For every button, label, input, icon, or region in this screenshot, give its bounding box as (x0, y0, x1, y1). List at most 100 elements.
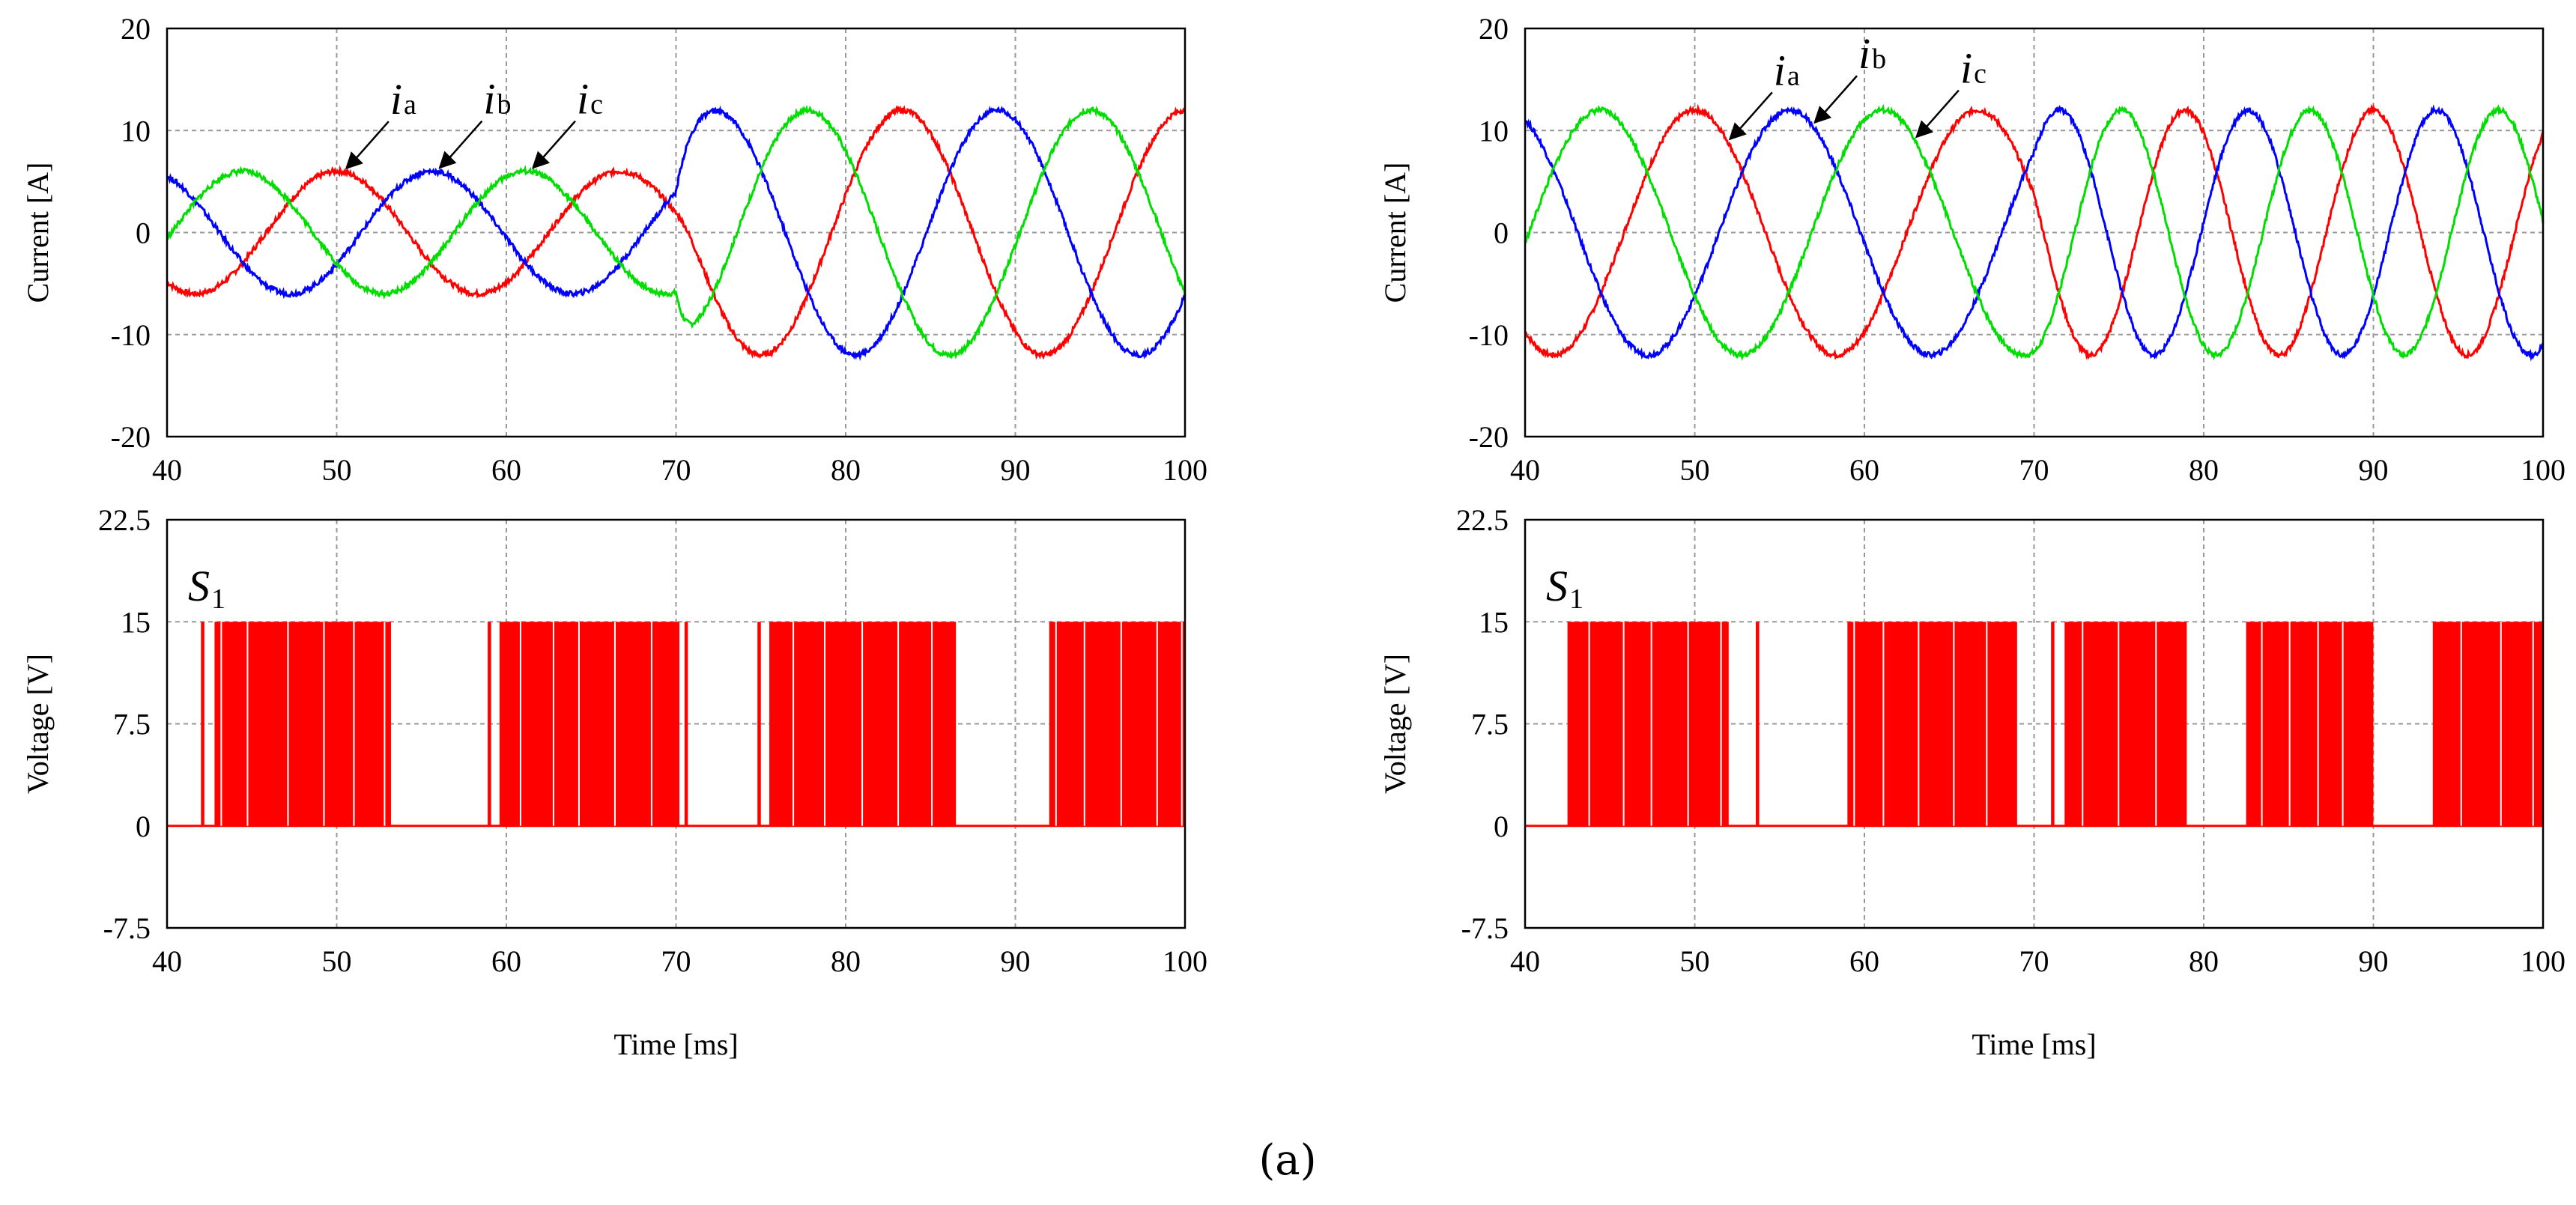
switch-burst (1049, 622, 1185, 826)
y-tick-label: 7.5 (1471, 708, 1509, 741)
annotation-arrow-line (540, 120, 576, 161)
annotation-arrowhead (531, 151, 550, 169)
x-tick-label: 50 (1680, 944, 1710, 978)
switch-gap (323, 622, 325, 826)
x-tick-label: 60 (1849, 944, 1879, 978)
y-tick-label: 10 (121, 114, 151, 148)
switch-gap (1588, 622, 1590, 826)
y-tick-label: 0 (1494, 810, 1509, 843)
x-tick-label: 90 (2359, 944, 2389, 978)
panel-right-switch: 40 50 60 70 80 90 100 22.5 15 7.5 0 -7.5 Voltage [V]… (1378, 503, 2566, 1061)
x-tick-label: 70 (661, 944, 691, 978)
x-tick-label: 60 (1849, 453, 1879, 487)
y-axis-label: Voltage [V] (1378, 654, 1412, 794)
switch-burst (1567, 622, 1729, 826)
x-tick-label: 80 (831, 944, 861, 978)
switch-gap (2155, 622, 2157, 826)
annotation-arrowhead (1813, 106, 1832, 124)
y-tick-label: -10 (111, 318, 151, 352)
annotation-arrow-line (353, 121, 390, 162)
x-tick-label: 90 (1001, 944, 1031, 978)
switch-gap (519, 622, 521, 826)
switch-gap (2082, 622, 2084, 826)
y-tick-label: -7.5 (1461, 911, 1509, 945)
y-tick-label: 15 (121, 605, 151, 639)
x-tick-label: 50 (322, 453, 352, 487)
y-tick-label: 0 (136, 216, 151, 250)
switch-gap (1622, 622, 1625, 826)
switch-gap (1083, 622, 1085, 826)
switch-gap (650, 622, 652, 826)
x-tick-label: 60 (491, 944, 521, 978)
switch-gap (2342, 622, 2344, 826)
switch-gap (1156, 622, 1158, 826)
switch-burst (684, 622, 688, 826)
switch-burst (499, 622, 680, 826)
switch-gap (2317, 622, 2319, 826)
switch-label: S1 (188, 562, 225, 615)
plot-frame (166, 27, 1187, 438)
switch-burst (1847, 622, 2017, 826)
y-tick-label: -7.5 (103, 911, 151, 945)
annotation-arrow-line (1736, 91, 1773, 133)
switch-gap (861, 622, 864, 826)
switch-gap (2288, 622, 2291, 826)
switch-burst (1756, 622, 1760, 826)
series-ic-annotation: ic (577, 75, 603, 124)
annotation-arrow-line (1924, 89, 1960, 130)
switch-gap (353, 622, 355, 826)
switch-label: S1 (1546, 562, 1584, 615)
switch-gap (1687, 622, 1689, 826)
plot-frame (166, 518, 1187, 929)
switch-burst (2051, 622, 2055, 826)
y-tick-label: 0 (1494, 216, 1509, 250)
switch-gap (1882, 622, 1885, 826)
switch-gap (2118, 622, 2120, 826)
switch-gap (2532, 622, 2534, 826)
y-tick-label: -20 (111, 420, 151, 454)
figure-caption: (a) (1258, 1136, 1316, 1185)
panel-left-switch: 40 50 60 70 80 90 100 22.5 15 7.5 0 -7.5 Voltage [V]… (21, 503, 1207, 1061)
x-tick-label: 100 (2521, 453, 2566, 487)
x-tick-label: 80 (2189, 944, 2219, 978)
switch-burst (757, 622, 761, 826)
switch-burst (201, 622, 204, 826)
x-tick-label: 90 (1001, 453, 1031, 487)
switch-gap (1953, 622, 1955, 826)
x-tick-label: 40 (1510, 453, 1540, 487)
y-tick-label: -10 (1469, 318, 1509, 352)
x-tick-label: 100 (1163, 944, 1207, 978)
x-tick-label: 50 (1680, 453, 1710, 487)
x-tick-label: 60 (491, 453, 521, 487)
annotation-arrowhead (1728, 122, 1747, 141)
x-tick-label: 70 (661, 453, 691, 487)
series-ic-line (166, 104, 1187, 359)
switch-gap (578, 622, 580, 826)
x-tick-label: 40 (152, 944, 182, 978)
switch-burst (2432, 622, 2543, 826)
x-tick-label: 100 (2521, 944, 2566, 978)
switch-gap (1720, 622, 1722, 826)
switch-gap (220, 622, 222, 826)
switch-gap (1918, 622, 1920, 826)
series-ia-annotation: ia (390, 75, 416, 124)
y-tick-label: 20 (121, 12, 151, 46)
series-ia-annotation: ia (1774, 46, 1800, 94)
y-tick-label: 10 (1479, 114, 1509, 148)
y-tick-label: 22.5 (98, 503, 151, 537)
switch-burst (2064, 622, 2187, 826)
switch-gap (824, 622, 826, 826)
switch-burst (214, 622, 391, 826)
switch-gap (1181, 622, 1183, 826)
series-ia-line (166, 105, 1186, 360)
y-tick-label: 20 (1479, 12, 1509, 46)
switch-gap (1853, 622, 1855, 826)
x-tick-label: 100 (1163, 453, 1207, 487)
switch-gap (793, 622, 795, 826)
switch-gap (1055, 622, 1057, 826)
switch-gap (2460, 622, 2462, 826)
y-tick-label: 0 (136, 810, 151, 843)
plot-frame (1524, 27, 2545, 438)
